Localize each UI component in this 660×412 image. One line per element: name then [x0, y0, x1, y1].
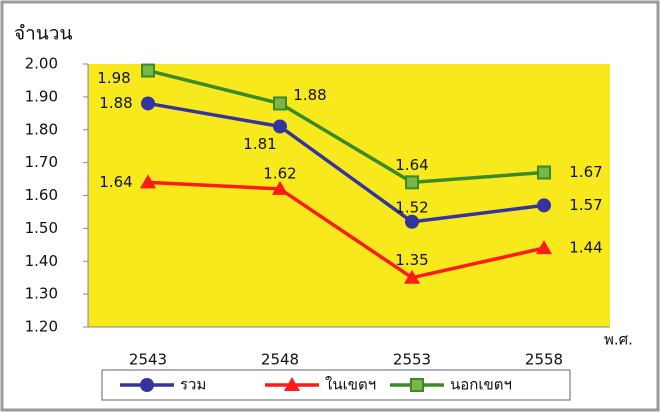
y-tick-label: 1.70: [25, 153, 58, 171]
data-label: 1.81: [243, 135, 276, 153]
legend-label: รวม: [180, 376, 206, 394]
data-label: 1.62: [263, 164, 296, 182]
data-label: 1.44: [569, 239, 602, 257]
legend-label: ในเขตฯ: [325, 376, 376, 394]
legend-marker: [411, 379, 423, 391]
x-tick-label: 2553: [393, 351, 431, 369]
y-tick-label: 1.30: [25, 285, 58, 303]
data-label: 1.88: [99, 94, 132, 112]
marker: [538, 166, 550, 178]
data-label: 1.35: [395, 251, 428, 269]
y-tick-label: 1.40: [25, 252, 58, 270]
data-label: 1.64: [395, 156, 428, 174]
marker: [273, 119, 287, 133]
marker: [142, 65, 154, 77]
y-tick-label: 1.90: [25, 87, 58, 105]
legend-marker: [140, 378, 154, 392]
marker: [141, 96, 155, 110]
data-label: 1.88: [293, 86, 326, 104]
y-tick-label: 2.00: [25, 55, 58, 73]
y-tick-label: 1.20: [25, 318, 58, 336]
data-label: 1.67: [569, 163, 602, 181]
data-label: 1.98: [97, 69, 130, 87]
marker: [274, 97, 286, 109]
x-tick-label: 2543: [129, 351, 167, 369]
x-tick-label: 2558: [525, 351, 563, 369]
x-tick-label: 2548: [261, 351, 299, 369]
y-tick-label: 1.80: [25, 120, 58, 138]
data-label: 1.52: [395, 198, 428, 216]
legend-label: นอกเขตฯ: [450, 376, 512, 394]
marker: [405, 215, 419, 229]
marker: [537, 198, 551, 212]
y-tick-label: 1.60: [25, 186, 58, 204]
chart: จำนวน พ.ศ. 1.20 1.30 1.40 1.50 1.60 1.70 1.80 1…: [0, 0, 660, 412]
y-tick-label: 1.50: [25, 219, 58, 237]
marker: [406, 176, 418, 188]
plot-area: [88, 64, 610, 327]
y-title: จำนวน: [14, 23, 72, 45]
data-label: 1.57: [569, 196, 602, 214]
x-title: พ.ศ.: [604, 331, 633, 349]
data-label: 1.64: [99, 173, 132, 191]
